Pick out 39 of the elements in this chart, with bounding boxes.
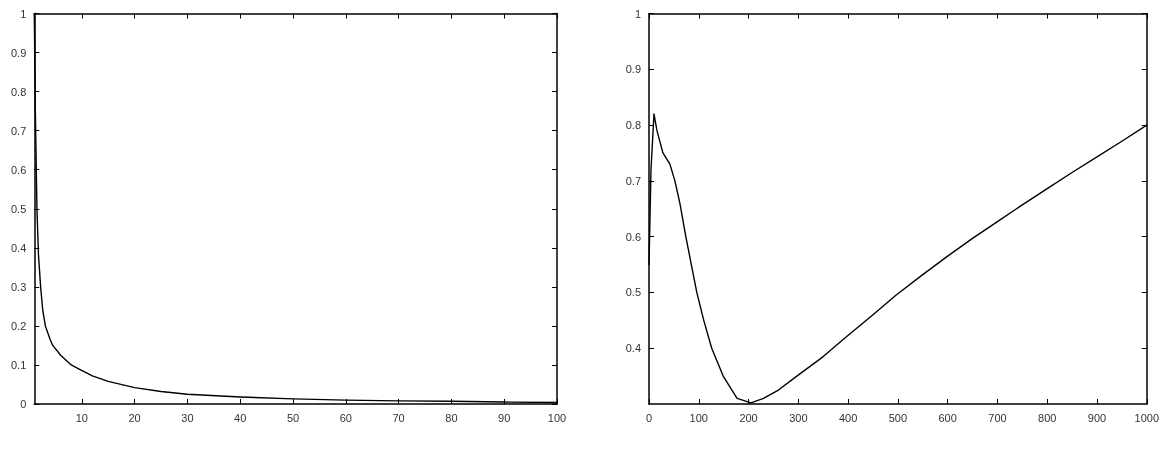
y-tick-label: 0.4 <box>10 241 27 254</box>
x-tick-label: 60 <box>339 411 352 424</box>
y-tick-label: 0 <box>20 398 27 410</box>
x-tick-label: 500 <box>888 411 908 424</box>
x-tick-label: 300 <box>789 411 808 424</box>
y-tick-label: 0.8 <box>625 119 641 132</box>
y-tick-label: 0.6 <box>625 230 641 243</box>
x-tick-label: 600 <box>938 411 957 424</box>
y-tick-label: 0.1 <box>10 358 27 371</box>
x-tick-label: 800 <box>1038 411 1057 424</box>
y-tick-label: 0.6 <box>10 163 27 176</box>
x-tick-label: 1000 <box>1134 411 1160 424</box>
x-tick-label: 100 <box>689 411 708 424</box>
y-tick-label: 1 <box>634 7 641 20</box>
y-tick-label: 0.2 <box>10 319 27 332</box>
x-tick-label: 10 <box>75 411 88 424</box>
x-tick-label: 90 <box>498 411 511 424</box>
x-tick-label: 40 <box>234 411 247 424</box>
x-tick-label: 20 <box>128 411 141 424</box>
x-tick-label: 80 <box>445 411 458 424</box>
x-tick-label: 100 <box>547 411 567 424</box>
x-tick-label: 50 <box>286 411 300 424</box>
y-tick-label: 1 <box>20 7 27 20</box>
y-tick-label: 0.5 <box>625 286 641 299</box>
y-tick-label: 0.5 <box>10 202 27 215</box>
x-tick-label: 0 <box>645 411 653 424</box>
x-tick-label: 70 <box>392 411 405 424</box>
x-tick-label: 700 <box>988 411 1007 424</box>
x-tick-label: 30 <box>181 411 194 424</box>
x-tick-label: 400 <box>838 411 858 424</box>
y-tick-label: 0.4 <box>625 342 641 355</box>
y-tick-label: 0.7 <box>10 124 27 137</box>
y-tick-label: 0.9 <box>625 63 641 76</box>
y-tick-label: 0.7 <box>625 174 641 187</box>
y-tick-label: 0.9 <box>10 46 27 59</box>
x-tick-label: 200 <box>739 411 758 424</box>
y-tick-label: 0.3 <box>10 280 27 293</box>
y-tick-label: 0.8 <box>10 85 27 98</box>
x-tick-label: 900 <box>1087 411 1107 424</box>
